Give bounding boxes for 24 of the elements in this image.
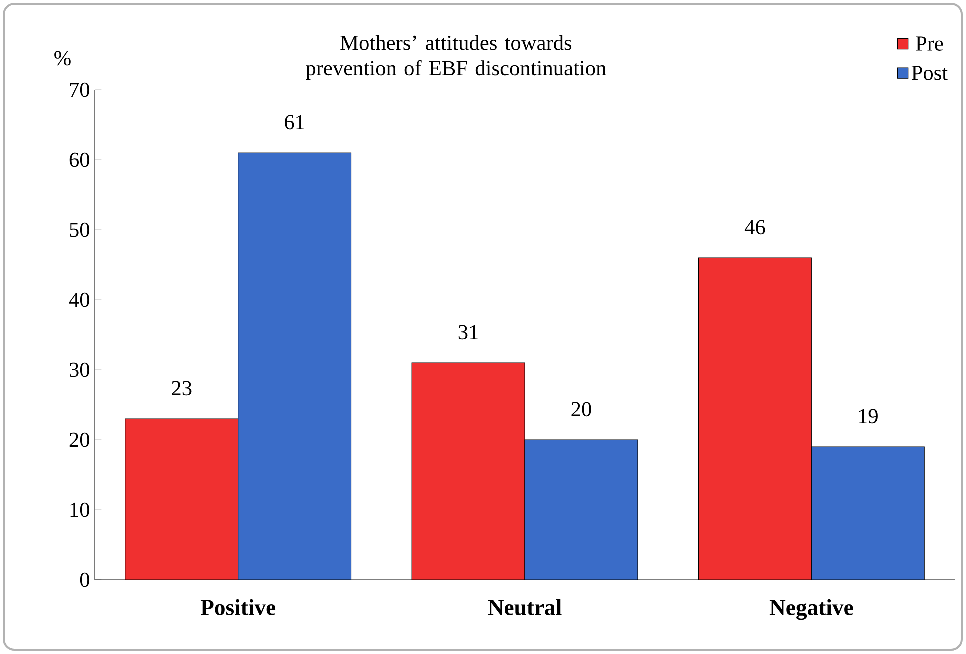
y-tick-label: 70	[70, 82, 90, 98]
legend-label: Post	[912, 66, 948, 80]
y-tick-label: 20	[70, 432, 90, 448]
y-axis-title: %	[54, 51, 71, 66]
y-tick-label: 10	[70, 502, 90, 518]
y-tick-label: 60	[70, 152, 90, 168]
chart-title: Mothers’ attitudes towards prevention of EBF discontinuation	[306, 35, 606, 80]
y-tick-label: 50	[70, 222, 90, 238]
bar	[525, 440, 638, 580]
data-label: 31	[458, 325, 478, 340]
x-tick-label: Negative	[770, 599, 854, 620]
y-tick-label: 40	[69, 292, 90, 308]
data-label: 46	[744, 220, 766, 235]
y-tick-label: 30	[70, 362, 90, 378]
data-label: 19	[859, 409, 878, 424]
legend-label: Pre	[916, 36, 944, 51]
y-tick-label: 0	[80, 572, 90, 588]
bar	[811, 446, 925, 580]
data-label: 20	[572, 402, 592, 417]
x-tick-label: Neutral	[488, 599, 562, 616]
x-tick-label: Positive	[200, 599, 276, 616]
data-label: 61	[285, 115, 304, 130]
bar	[238, 153, 352, 580]
data-label: 23	[172, 381, 192, 396]
